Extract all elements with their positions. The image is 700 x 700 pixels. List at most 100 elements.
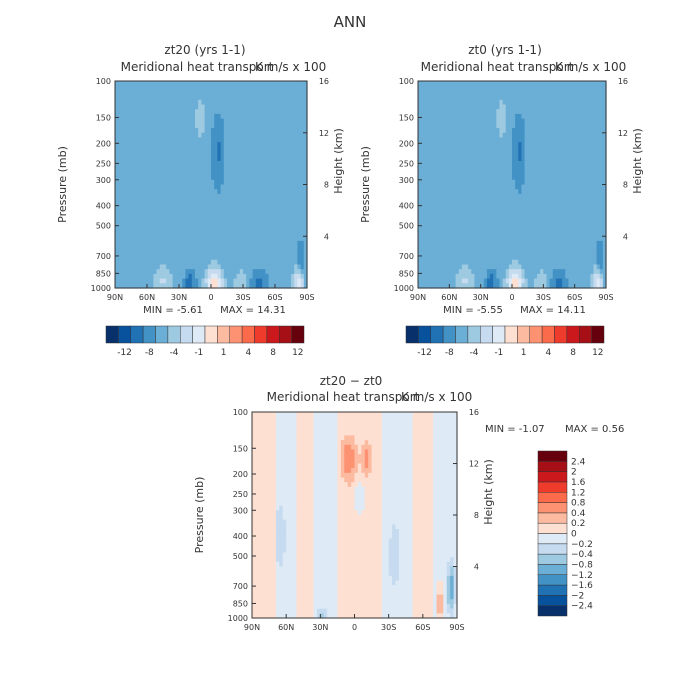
field-cell	[185, 240, 190, 247]
field-cell	[143, 278, 148, 284]
field-cell	[239, 128, 244, 134]
field-cell	[182, 118, 186, 124]
field-cell	[436, 212, 441, 219]
field-cell	[159, 245, 164, 251]
field-cell	[443, 208, 447, 214]
field-cell	[134, 208, 138, 214]
field-cell	[540, 132, 544, 139]
field-cell	[562, 203, 566, 209]
field-cell	[297, 283, 302, 289]
field-cell	[220, 212, 225, 219]
field-cell	[521, 160, 526, 167]
field-cell	[443, 203, 447, 209]
field-cell	[118, 189, 122, 195]
field-cell	[153, 142, 158, 148]
field-cell	[230, 113, 234, 120]
field-cell	[259, 226, 263, 233]
field-cell	[211, 208, 215, 214]
field-cell	[596, 212, 601, 219]
field-cell	[427, 184, 432, 190]
field-cell	[427, 226, 432, 233]
field-cell	[147, 109, 151, 115]
field-cell	[480, 212, 485, 219]
field-cell	[175, 236, 180, 242]
field-cell	[455, 193, 460, 200]
field-cell	[452, 222, 457, 228]
field-cell	[179, 264, 183, 270]
field-cell	[191, 118, 196, 124]
field-cell	[574, 95, 579, 101]
field-cell	[175, 240, 180, 247]
field-cell	[590, 193, 595, 200]
field-cell	[198, 175, 202, 181]
field-cell	[571, 212, 576, 219]
field-cell	[287, 203, 292, 209]
field-cell	[281, 259, 286, 266]
field-cell	[300, 236, 305, 242]
field-cell	[143, 189, 148, 195]
field-cell	[593, 212, 598, 219]
field-cell	[427, 95, 432, 101]
field-cell	[549, 113, 554, 120]
field-cell	[115, 193, 119, 200]
field-cell	[131, 146, 135, 153]
field-cell	[156, 95, 161, 101]
field-cell	[137, 128, 142, 134]
field-cell	[278, 222, 282, 228]
field-cell	[524, 90, 529, 96]
field-cell	[508, 240, 513, 247]
field-cell	[220, 236, 225, 242]
field-cell	[284, 278, 289, 284]
field-cell	[198, 179, 202, 186]
field-cell	[287, 236, 292, 242]
field-cell	[291, 255, 295, 261]
field-cell	[166, 231, 170, 237]
field-cell	[530, 250, 535, 256]
field-cell	[446, 142, 450, 148]
field-cell	[287, 226, 292, 233]
field-cell	[275, 250, 279, 256]
field-cell	[153, 151, 158, 157]
field-cell	[499, 132, 504, 139]
field-cell	[185, 81, 190, 87]
field-cell	[246, 255, 250, 261]
field-cell	[527, 128, 532, 134]
field-cell	[137, 250, 142, 256]
field-cell	[580, 255, 585, 261]
field-cell	[483, 95, 488, 101]
field-cell	[458, 118, 463, 124]
field-cell	[284, 236, 289, 242]
field-cell	[223, 85, 228, 91]
field-cell	[284, 85, 289, 91]
field-cell	[249, 264, 254, 270]
field-cell	[211, 156, 215, 162]
field-cell	[201, 283, 206, 289]
field-cell	[449, 146, 454, 153]
field-cell	[252, 146, 257, 153]
field-cell	[227, 165, 231, 171]
field-cell	[294, 264, 298, 270]
field-cell	[131, 142, 135, 148]
field-cell	[502, 142, 507, 148]
field-cell	[593, 142, 598, 148]
field-cell	[115, 184, 119, 190]
field-cell	[565, 222, 569, 228]
field-cell	[179, 283, 183, 289]
field-cell	[471, 151, 475, 157]
field-cell	[580, 170, 585, 176]
field-cell	[121, 231, 126, 237]
field-cell	[198, 95, 202, 101]
field-cell	[156, 170, 161, 176]
field-cell	[284, 123, 289, 129]
field-cell	[593, 203, 598, 209]
field-cell	[515, 231, 519, 237]
field-cell	[230, 81, 234, 87]
field-cell	[508, 226, 513, 233]
field-cell	[580, 90, 585, 96]
field-cell	[533, 203, 538, 209]
field-cell	[198, 184, 202, 190]
field-cell	[443, 165, 447, 171]
field-cell	[265, 231, 270, 237]
field-cell	[524, 109, 529, 115]
field-cell	[580, 226, 585, 233]
